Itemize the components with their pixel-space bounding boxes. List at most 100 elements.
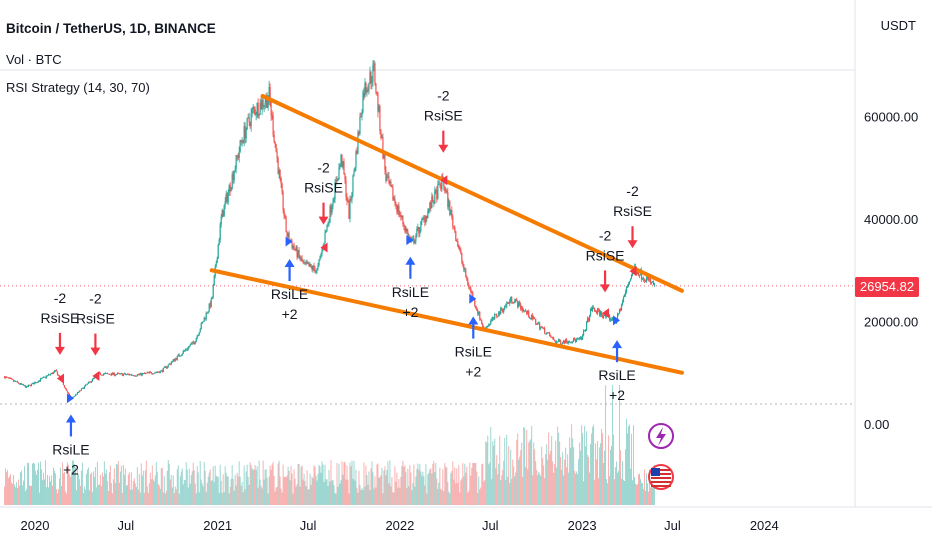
candle-body (637, 272, 640, 276)
strategy-legend[interactable]: RSI Strategy (14, 30, 70) (6, 80, 150, 95)
candle-body (171, 360, 173, 363)
candle-body (407, 231, 409, 239)
candle-body (584, 329, 587, 331)
volume-bar (125, 485, 127, 505)
candle-body (178, 354, 180, 357)
candle-body (338, 167, 340, 180)
candle-body (471, 291, 473, 293)
candle-body (364, 82, 366, 97)
volume-bar (597, 441, 599, 505)
candle-body (377, 92, 379, 112)
volume-bar (586, 431, 588, 505)
candle-body (39, 378, 42, 382)
volume-bar (481, 464, 483, 505)
candle-body (363, 92, 365, 97)
volume-bar (438, 482, 440, 505)
candle-body (563, 340, 565, 343)
volume-bar (276, 486, 278, 505)
volume-bar (520, 450, 522, 505)
volume-bar (6, 472, 8, 505)
candle-body (521, 307, 523, 310)
volume-bar (609, 476, 611, 505)
candle-body (228, 185, 230, 193)
candle-body (310, 264, 312, 267)
candle-body (277, 158, 279, 175)
symbol-title[interactable]: Bitcoin / TetherUS, 1D, BINANCE (6, 21, 216, 36)
volume-bar (219, 464, 221, 505)
lightning-icon[interactable] (648, 423, 674, 449)
volume-bar (446, 467, 448, 505)
volume-bar (28, 463, 30, 505)
volume-bar (329, 481, 331, 505)
volume-bar (59, 467, 61, 505)
candle-body (524, 310, 526, 312)
volume-bar (121, 492, 123, 505)
us-flag-icon[interactable] (648, 464, 674, 490)
candle-body (272, 115, 274, 135)
volume-bar (557, 426, 559, 505)
volume-bar (288, 470, 290, 505)
candle-body (35, 382, 38, 384)
candle-body (519, 301, 521, 305)
candle-body (280, 177, 282, 185)
candle-body (244, 126, 246, 139)
volume-bar (154, 475, 156, 505)
volume-bar (189, 483, 191, 505)
candle-body (549, 332, 551, 336)
volume-bar (331, 480, 333, 505)
short-signal-label: RsiSE (76, 311, 115, 327)
volume-bar (459, 492, 461, 505)
candle-body (371, 81, 373, 83)
long-signal-qty: +2 (282, 306, 298, 322)
candle-body (467, 278, 469, 285)
volume-bar (527, 469, 529, 505)
short-signal: RsiSE -2 (41, 290, 79, 384)
volume-bar (536, 469, 538, 505)
candle-body (525, 310, 527, 312)
volume-legend[interactable]: Vol · BTC (6, 52, 62, 67)
candle-body (210, 298, 212, 308)
volume-bar (498, 463, 500, 505)
candle-body (151, 373, 153, 375)
volume-bar (248, 484, 250, 505)
volume-bar (51, 485, 53, 505)
short-signal-qty: -2 (599, 227, 612, 243)
candle-body (435, 189, 437, 191)
candle-body (624, 291, 627, 295)
volume-bar (38, 492, 40, 505)
volume-bar (453, 479, 455, 505)
candle-body (339, 165, 341, 168)
volume-bar (346, 465, 348, 505)
volume-bar (531, 425, 533, 505)
candle-body (7, 377, 10, 379)
candle-body (450, 210, 452, 216)
candle-body (49, 373, 52, 375)
short-arrow-head (438, 144, 449, 153)
volume-bar (70, 472, 72, 505)
candle-body (311, 266, 313, 270)
volume-bar (163, 476, 165, 505)
volume-bar (133, 478, 135, 505)
candle-body (172, 359, 174, 361)
volume-bar (428, 472, 430, 505)
volume-bar (272, 461, 274, 505)
candle-body (48, 374, 51, 376)
candle-body (116, 373, 118, 375)
candle-body (489, 323, 491, 325)
volume-bar (114, 483, 116, 505)
candle-body (38, 380, 41, 382)
volume-bar (652, 475, 654, 505)
candle-body (90, 381, 93, 383)
long-arrow-head (284, 259, 295, 268)
candle-body (518, 301, 520, 308)
volume-bar (333, 485, 335, 505)
volume-bar (336, 462, 338, 505)
volume-bar (124, 468, 126, 505)
candle-body (385, 169, 387, 182)
long-signal: RsiLE +2 (392, 235, 429, 320)
candle-body (261, 99, 263, 110)
candle-body (496, 314, 498, 317)
volume-bar (596, 459, 598, 505)
volume-bar (225, 472, 227, 505)
